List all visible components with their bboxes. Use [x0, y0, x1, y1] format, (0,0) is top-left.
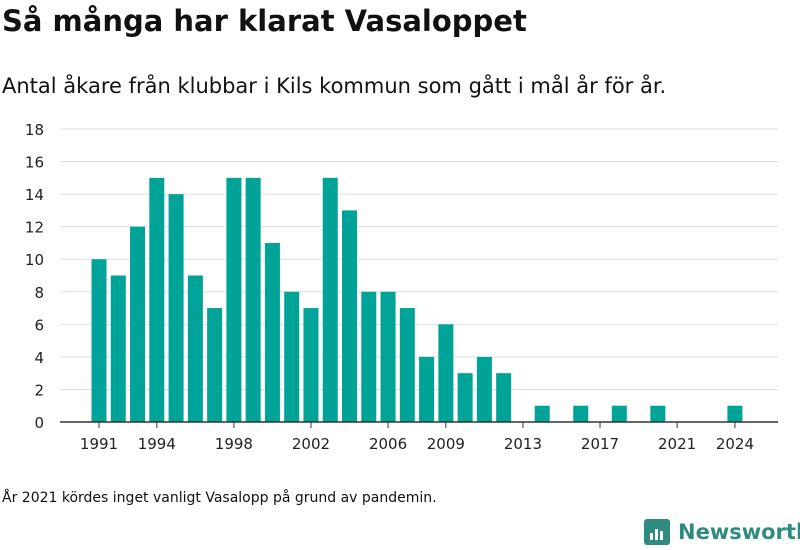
bar [110, 275, 126, 422]
x-tick-label: 2021 [658, 435, 696, 453]
x-tick-label: 2006 [369, 435, 407, 453]
chart-title: Så många har klarat Vasaloppet [2, 4, 527, 38]
bar [573, 405, 589, 422]
chart-subtitle: Antal åkare från klubbar i Kils kommun s… [2, 74, 667, 98]
bar [496, 373, 512, 422]
x-tick-label: 2002 [292, 435, 330, 453]
bar [168, 194, 184, 422]
bar [457, 373, 473, 422]
footnote: År 2021 kördes inget vanligt Vasalopp på… [2, 490, 437, 506]
x-tick-label: 2009 [427, 435, 465, 453]
bar [534, 405, 550, 422]
bar [187, 275, 203, 422]
x-axis: 1991 1994 1998 2002 2006 2009 2013 2017 2021 2024 [60, 421, 778, 453]
x-tick-label: 1994 [138, 435, 176, 453]
bar [264, 242, 280, 422]
y-tick-label: 4 [34, 349, 44, 367]
y-axis-ticks: 0 2 4 6 8 10 12 14 16 18 [25, 121, 44, 432]
bar [380, 291, 396, 422]
bar [130, 226, 146, 422]
y-tick-label: 2 [34, 381, 44, 399]
bar [476, 356, 492, 422]
brand-logo[interactable]: Newsworthy [644, 519, 800, 545]
x-tick-label: 2024 [716, 435, 754, 453]
bar [727, 405, 743, 422]
newsworthy-logo-icon [644, 519, 670, 545]
y-tick-label: 0 [34, 414, 44, 432]
bar [438, 324, 454, 422]
y-tick-label: 14 [25, 186, 44, 204]
bar [226, 177, 242, 422]
x-tick-label: 2013 [504, 435, 542, 453]
bars [91, 177, 743, 422]
bar [399, 308, 415, 422]
bar [611, 405, 627, 422]
y-tick-label: 8 [34, 284, 44, 302]
bar [303, 308, 319, 422]
bar [245, 177, 261, 422]
bar [322, 177, 338, 422]
y-tick-label: 18 [25, 121, 44, 139]
x-tick-label: 2017 [581, 435, 619, 453]
brand-name: Newsworthy [678, 520, 800, 544]
bar [207, 308, 223, 422]
bar [149, 177, 165, 422]
x-tick-label: 1991 [80, 435, 118, 453]
gridlines [60, 128, 778, 390]
y-tick-label: 6 [34, 316, 44, 334]
bar [419, 356, 435, 422]
bar [284, 291, 300, 422]
bar [91, 259, 107, 422]
y-tick-label: 10 [25, 251, 44, 269]
bar [650, 405, 666, 422]
bar [342, 210, 358, 422]
x-tick-label: 1998 [215, 435, 253, 453]
y-tick-label: 12 [25, 219, 44, 237]
bar [361, 291, 377, 422]
y-tick-label: 16 [25, 154, 44, 172]
